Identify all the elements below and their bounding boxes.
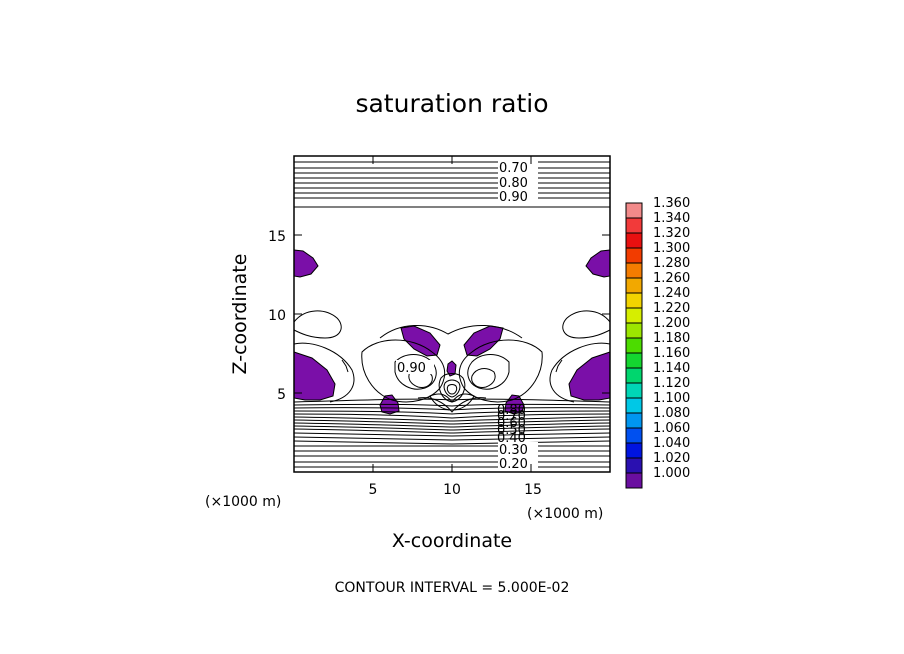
plot-frame <box>293 155 611 473</box>
colorbar-swatch <box>625 262 643 279</box>
colorbar-label: 1.240 <box>653 286 690 301</box>
colorbar-swatch <box>625 247 643 264</box>
fill-region-left-upper <box>293 249 319 278</box>
contour-label-5: 0.30 <box>499 443 528 458</box>
x-tick-label-2: 15 <box>524 482 542 498</box>
colorbar-label: 1.020 <box>653 451 690 466</box>
colorbar: 1.3601.3401.3201.3001.2801.2601.2401.220… <box>625 196 690 489</box>
colorbar-swatch <box>625 232 643 249</box>
contour-label-4: 0.20 <box>499 457 528 472</box>
contour-labels: 0.70 0.80 0.90 0.90 0.20 0.30 0.40 0.50 … <box>396 160 538 472</box>
y-axis-title: Z-coordinate <box>229 254 251 375</box>
contour-label-1: 0.80 <box>499 176 528 191</box>
colorbar-swatch <box>625 352 643 369</box>
x-axis-title: X-coordinate <box>392 530 512 552</box>
contour-interval-note: CONTOUR INTERVAL = 5.000E-02 <box>335 580 570 596</box>
colorbar-swatch <box>625 307 643 324</box>
colorbar-swatch <box>625 367 643 384</box>
contour-label-10: 0.80 <box>497 403 526 418</box>
colorbar-label: 1.200 <box>653 316 690 331</box>
contour-label-3: 0.90 <box>397 361 426 376</box>
colorbar-label: 1.320 <box>653 226 690 241</box>
colorbar-label: 1.040 <box>653 436 690 451</box>
colorbar-label: 1.060 <box>653 421 690 436</box>
chart-title: saturation ratio <box>355 89 548 118</box>
y-tick-label-0: 5 <box>277 387 286 403</box>
y-tick-label-2: 15 <box>268 229 286 245</box>
colorbar-swatch <box>625 382 643 399</box>
colorbar-label: 1.080 <box>653 406 690 421</box>
colorbar-swatch <box>625 412 643 429</box>
fill-region-center-left <box>400 325 441 357</box>
colorbar-swatch <box>625 202 643 219</box>
colorbar-swatch <box>625 442 643 459</box>
x-tick-label-0: 5 <box>369 482 378 498</box>
colorbar-label: 1.260 <box>653 271 690 286</box>
colorbar-swatch <box>625 427 643 444</box>
contour-label-9: 0.70 <box>497 409 526 424</box>
fill-region-right-lower <box>568 351 611 401</box>
colorbar-swatch <box>625 337 643 354</box>
contour-label-2: 0.90 <box>499 190 528 205</box>
colorbar-swatch <box>625 277 643 294</box>
colorbar-label: 1.300 <box>653 241 690 256</box>
colorbar-label: 1.140 <box>653 361 690 376</box>
colorbar-label: 1.000 <box>653 466 690 481</box>
colorbar-label: 1.220 <box>653 301 690 316</box>
colorbar-swatch <box>625 397 643 414</box>
colorbar-label: 1.100 <box>653 391 690 406</box>
colorbar-label: 1.280 <box>653 256 690 271</box>
frame-ticks <box>294 156 610 472</box>
contour-lines <box>293 161 611 468</box>
colorbar-label: 1.340 <box>653 211 690 226</box>
fill-region-left-lower <box>293 351 336 401</box>
contour-label-8: 0.60 <box>497 416 526 431</box>
x-tick-label-1: 10 <box>443 482 461 498</box>
contour-label-6: 0.40 <box>497 431 526 446</box>
colorbar-swatch <box>625 472 643 489</box>
colorbar-swatch <box>625 292 643 309</box>
fill-region-center-right <box>463 325 504 357</box>
fill-region-right-upper <box>585 249 611 278</box>
colorbar-label: 1.160 <box>653 346 690 361</box>
y-tick-label-1: 10 <box>268 308 286 324</box>
z-unit-label: (×1000 m) <box>205 494 281 510</box>
colorbar-swatch <box>625 457 643 474</box>
contour-label-0: 0.70 <box>499 161 528 176</box>
contour-label-7: 0.50 <box>497 423 526 438</box>
colorbar-label: 1.120 <box>653 376 690 391</box>
colorbar-label: 1.180 <box>653 331 690 346</box>
colorbar-label: 1.360 <box>653 196 690 211</box>
colorbar-swatch <box>625 217 643 234</box>
colorbar-swatch <box>625 322 643 339</box>
x-unit-label: (×1000 m) <box>527 506 603 522</box>
